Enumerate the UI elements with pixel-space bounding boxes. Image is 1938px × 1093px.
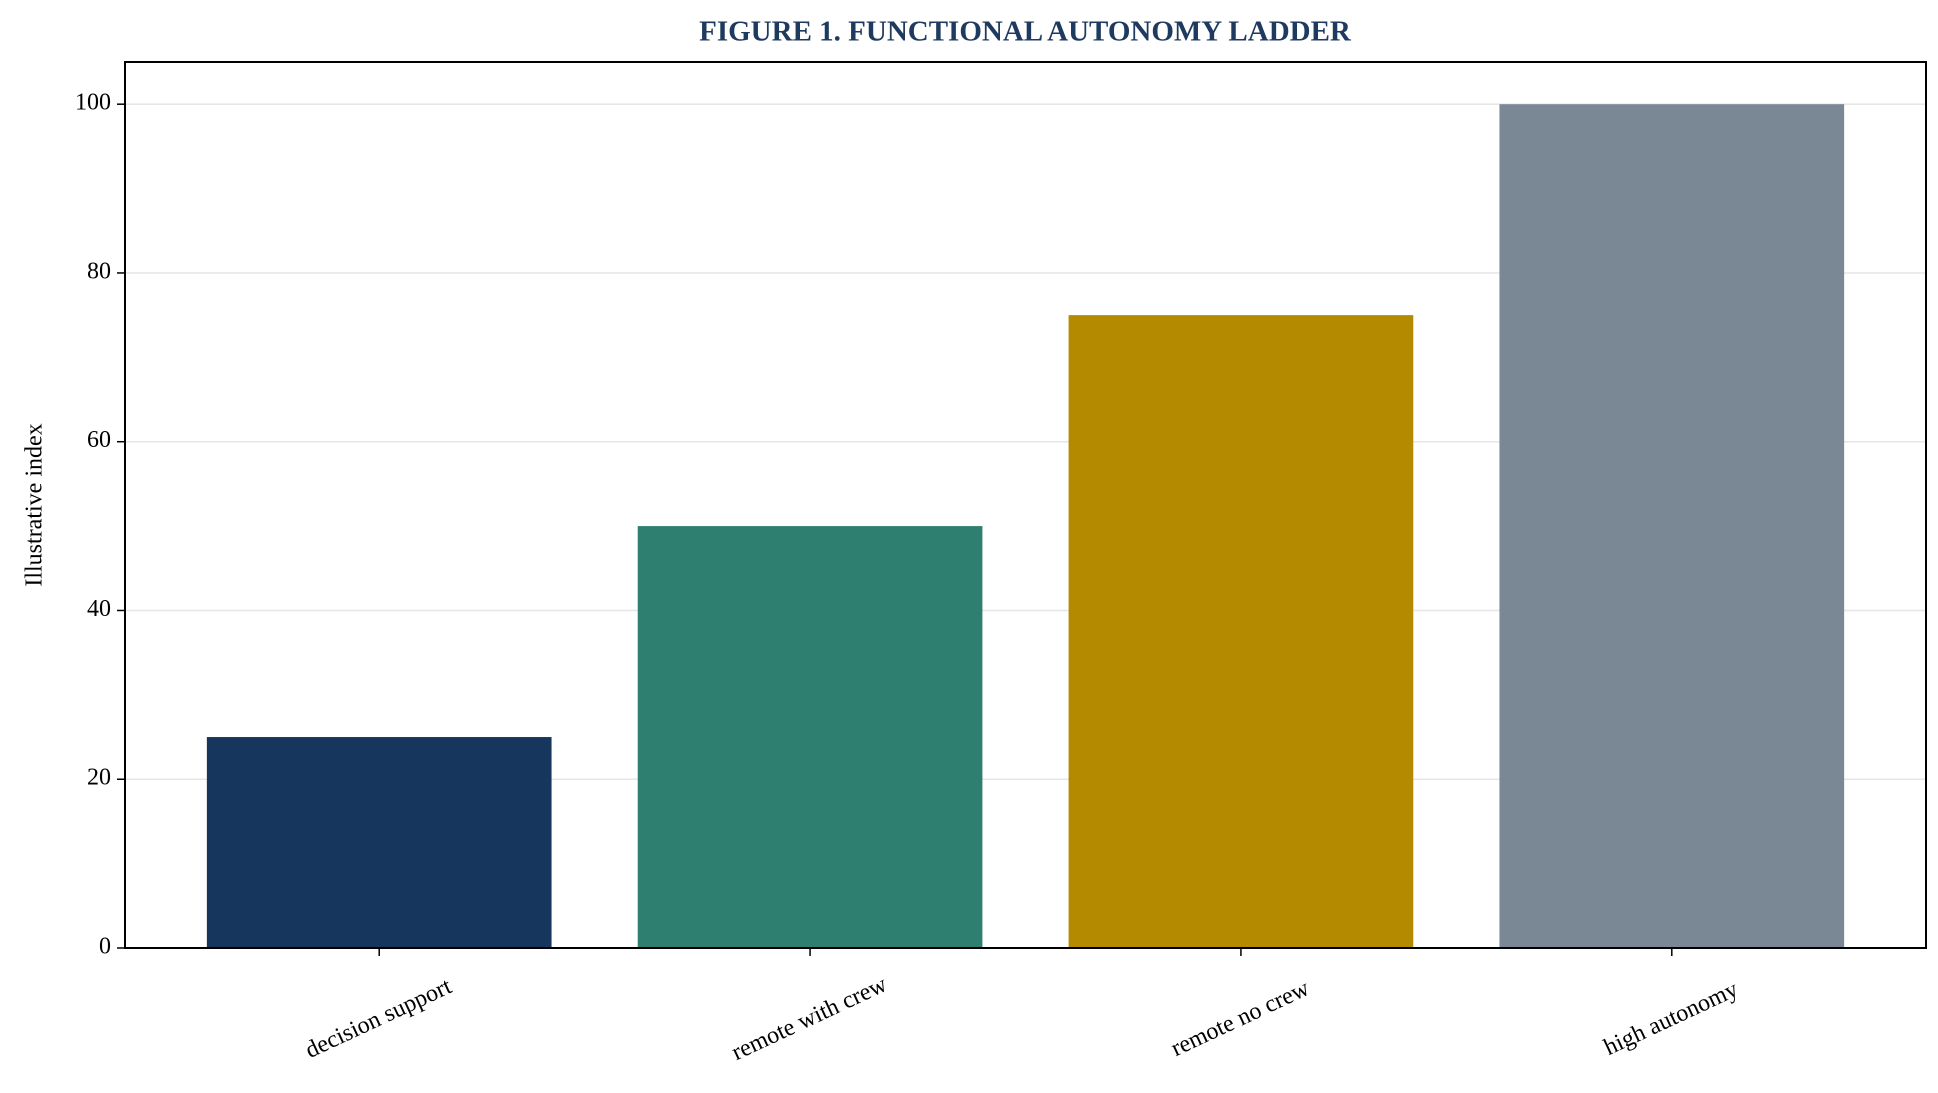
y-tick-label: 40: [87, 596, 111, 622]
plot-frame: [124, 61, 1927, 949]
x-tick-label: high autonomy: [1600, 976, 1742, 1061]
y-tick-label: 20: [87, 765, 111, 791]
bar: [206, 737, 552, 948]
y-tick-label: 100: [75, 90, 111, 116]
chart-title: FIGURE 1. FUNCTIONAL AUTONOMY LADDER: [699, 16, 1352, 48]
bar: [1068, 315, 1414, 949]
y-axis-label: Illustrative index: [22, 423, 48, 586]
bar: [1499, 104, 1845, 948]
y-tick-label: 0: [99, 934, 111, 960]
y-tick-label: 60: [87, 427, 111, 453]
x-tick-label: remote with crew: [728, 971, 892, 1066]
x-tick-label: remote no crew: [1167, 975, 1314, 1062]
x-tick-label: decision support: [301, 973, 455, 1063]
y-tick-label: 80: [87, 258, 111, 284]
bar: [637, 526, 983, 948]
